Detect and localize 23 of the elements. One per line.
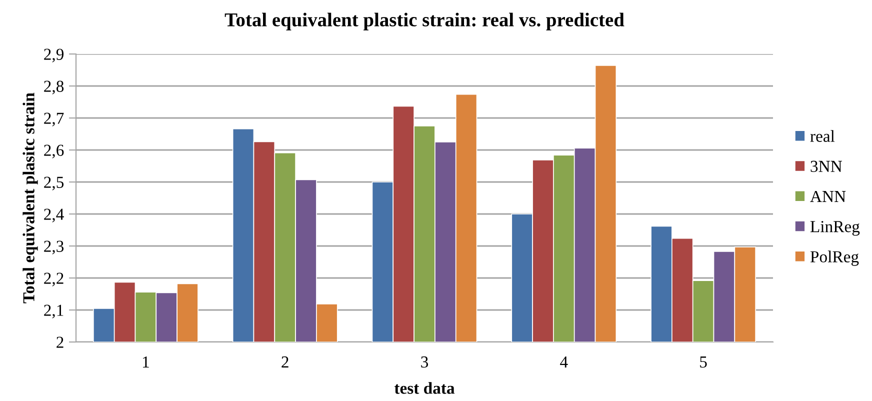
- y-axis-title: Total equivalent plasitc strain: [22, 92, 38, 304]
- y-tick-label: 2,1: [44, 304, 64, 318]
- legend-label: PolReg: [810, 250, 859, 266]
- y-tick-label: 2,8: [44, 80, 64, 94]
- x-tick-label: 4: [560, 356, 568, 368]
- y-tick-label: 2,5: [44, 176, 64, 190]
- y-tick-label: 2,4: [44, 208, 64, 222]
- y-tick-label: 2,9: [44, 48, 64, 62]
- y-tick-label: 2: [56, 336, 64, 348]
- legend-label: real: [810, 130, 835, 142]
- y-tick-label: 2,2: [44, 272, 64, 286]
- y-tick-label: 2,3: [44, 240, 64, 254]
- y-tick-label: 2,6: [44, 144, 64, 158]
- x-tick-label: 2: [282, 356, 288, 368]
- x-tick-label: 5: [700, 356, 707, 368]
- chart-title: Total equivalent plastic strain: real vs. predicted: [224, 12, 624, 30]
- legend-label: ANN: [810, 190, 846, 202]
- x-tick-label: 3: [421, 356, 428, 368]
- x-axis-title: test data: [394, 382, 455, 394]
- y-tick-label: 2,7: [44, 112, 64, 126]
- legend-label: 3NN: [810, 160, 842, 172]
- x-tick-label: 1: [143, 356, 149, 368]
- legend-label: LinReg: [810, 221, 860, 236]
